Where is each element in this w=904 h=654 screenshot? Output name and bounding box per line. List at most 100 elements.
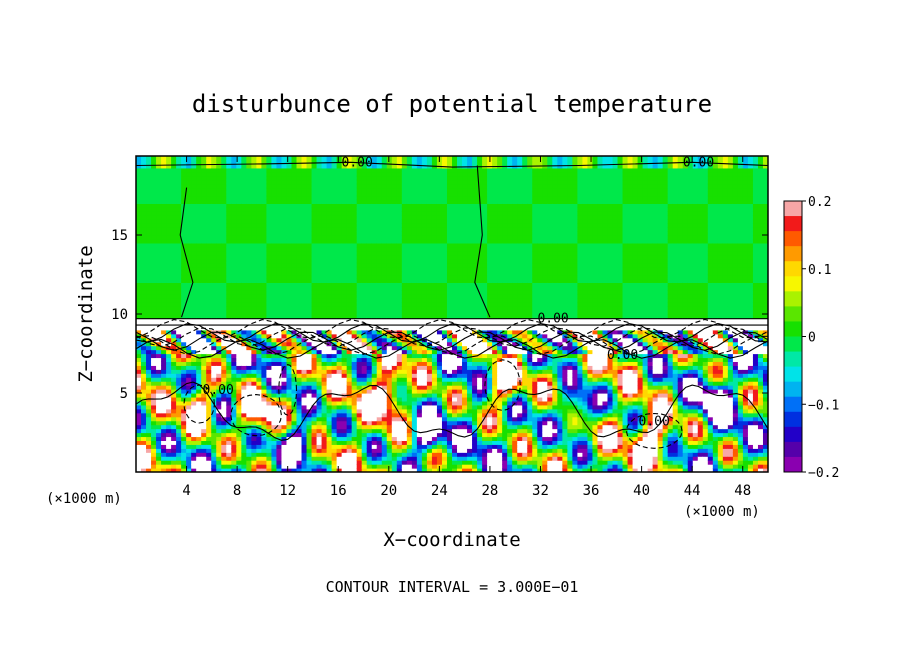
heatmap-cell — [206, 250, 212, 256]
heatmap-cell — [166, 231, 172, 236]
heatmap-cell — [236, 373, 242, 378]
heatmap-cell — [391, 250, 398, 256]
heatmap-cell — [311, 262, 318, 268]
heatmap-cell — [236, 223, 242, 228]
heatmap-cell — [181, 456, 187, 461]
heatmap-cell — [406, 286, 413, 291]
heatmap-cell — [386, 361, 393, 366]
heatmap-cell — [371, 400, 378, 406]
heatmap-cell — [211, 290, 217, 295]
heatmap-cell — [351, 211, 358, 216]
heatmap-cell — [411, 254, 418, 260]
heatmap-cell — [241, 278, 247, 283]
heatmap-cell — [231, 369, 237, 374]
heatmap-cell — [226, 250, 232, 256]
heatmap-cell — [441, 333, 448, 339]
heatmap-cell — [326, 456, 333, 461]
heatmap-cell — [166, 353, 172, 359]
heatmap-cell — [191, 341, 197, 347]
heatmap-cell — [171, 333, 177, 339]
heatmap-cell — [151, 456, 157, 461]
heatmap-cell — [416, 156, 423, 161]
heatmap-cell — [386, 227, 393, 232]
heatmap-cell — [221, 231, 227, 236]
heatmap-cell — [251, 385, 257, 390]
heatmap-cell — [151, 404, 157, 410]
heatmap-cell — [251, 444, 257, 449]
heatmap-cell — [396, 381, 403, 386]
heatmap-cell — [206, 329, 212, 335]
heatmap-cell — [421, 393, 428, 398]
heatmap-cell — [376, 345, 383, 351]
heatmap-cell — [366, 274, 373, 280]
heatmap-cell — [376, 389, 383, 394]
heatmap-cell — [241, 187, 247, 193]
heatmap-cell — [256, 314, 262, 319]
heatmap-cell — [426, 321, 433, 327]
heatmap-cell — [371, 361, 378, 366]
heatmap-cell — [151, 183, 157, 189]
heatmap-cell — [231, 250, 237, 256]
heatmap-cell — [301, 373, 308, 378]
heatmap-cell — [266, 250, 273, 256]
heatmap-cell — [391, 195, 398, 201]
heatmap-cell — [261, 385, 268, 390]
heatmap-cell — [436, 191, 443, 197]
heatmap-cell — [266, 408, 273, 414]
heatmap-cell — [206, 294, 212, 299]
heatmap-cell — [341, 306, 348, 311]
heatmap-cell — [291, 456, 298, 461]
heatmap-cell — [311, 211, 318, 216]
heatmap-cell — [196, 321, 202, 327]
heatmap-cell — [216, 325, 222, 331]
heatmap-cell — [281, 333, 288, 339]
heatmap-cell — [216, 365, 222, 370]
heatmap-cell — [396, 250, 403, 256]
heatmap-cell — [271, 282, 278, 287]
heatmap-cell — [311, 270, 318, 276]
heatmap-cell — [426, 412, 433, 418]
heatmap-cell — [321, 219, 328, 224]
heatmap-cell — [136, 156, 142, 161]
heatmap-cell — [436, 412, 443, 418]
heatmap-cell — [266, 211, 273, 216]
heatmap-cell — [406, 412, 413, 418]
heatmap-cell — [266, 278, 273, 283]
heatmap-cell — [136, 468, 142, 472]
heatmap-cell — [216, 353, 222, 359]
heatmap-cell — [391, 345, 398, 351]
heatmap-cell — [251, 211, 257, 216]
heatmap-cell — [196, 175, 202, 181]
heatmap-cell — [261, 448, 268, 453]
heatmap-cell — [376, 266, 383, 272]
heatmap-cell — [336, 282, 343, 287]
heatmap-cell — [251, 389, 257, 394]
heatmap-cell — [311, 258, 318, 264]
heatmap-cell — [281, 179, 288, 185]
heatmap-cell — [346, 298, 353, 303]
heatmap-cell — [286, 258, 293, 264]
heatmap-cell — [396, 227, 403, 232]
heatmap-cell — [281, 357, 288, 362]
heatmap-cell — [341, 167, 348, 173]
heatmap-cell — [396, 369, 403, 374]
heatmap-cell — [416, 404, 423, 410]
heatmap-cell — [191, 171, 197, 177]
heatmap-cell — [261, 163, 268, 169]
heatmap-cell — [161, 436, 167, 441]
heatmap-cell — [251, 242, 257, 248]
heatmap-cell — [186, 333, 192, 339]
heatmap-cell — [271, 314, 278, 319]
heatmap-cell — [321, 416, 328, 422]
heatmap-cell — [416, 365, 423, 370]
heatmap-cell — [136, 302, 142, 307]
heatmap-cell — [446, 440, 453, 445]
heatmap-cell — [411, 302, 418, 307]
heatmap-cell — [286, 436, 293, 441]
heatmap-cell — [351, 412, 358, 418]
heatmap-cell — [206, 215, 212, 220]
heatmap-cell — [326, 381, 333, 386]
heatmap-cell — [296, 270, 303, 276]
heatmap-cell — [331, 231, 338, 236]
heatmap-cell — [286, 238, 293, 244]
